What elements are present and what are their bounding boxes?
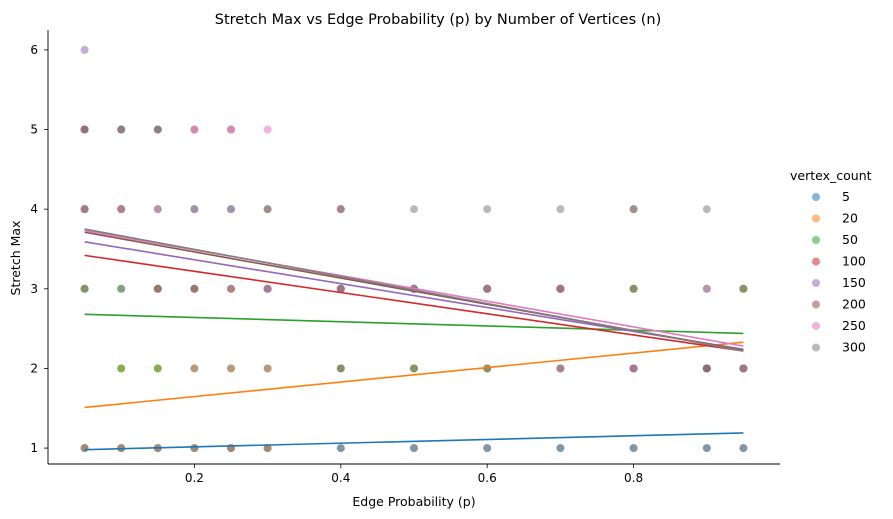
y-tick-label: 2 [30, 361, 38, 375]
data-point-300 [629, 444, 638, 453]
x-tick-label: 0.4 [331, 471, 350, 485]
data-point-300 [629, 364, 638, 373]
data-point-50 [153, 364, 162, 373]
data-point-300 [556, 444, 565, 453]
data-point-300 [702, 205, 711, 214]
data-point-300 [153, 125, 162, 134]
y-tick-label: 6 [30, 43, 38, 57]
data-point-300 [80, 125, 89, 134]
legend: vertex_count 5 20 50 100 150 200 250 300 [790, 168, 872, 355]
y-axis-label: Stretch Max [8, 221, 23, 296]
y-tick-label: 3 [30, 282, 38, 296]
data-point-50 [117, 364, 126, 373]
data-point-250 [227, 125, 235, 134]
data-point-300 [739, 364, 748, 373]
data-point-300 [263, 284, 272, 293]
trend-line-20 [84, 341, 744, 409]
legend-label-20: 20 [842, 211, 858, 226]
data-point-300 [556, 205, 565, 214]
legend-marker-50 [812, 236, 820, 244]
data-point-300 [556, 364, 565, 373]
legend-marker-150 [812, 279, 820, 287]
x-axis-label: Edge Probability (p) [352, 494, 475, 509]
data-point-300 [410, 364, 418, 373]
legend-label-50: 50 [842, 232, 858, 247]
data-point-300 [80, 444, 89, 453]
data-point-300 [80, 205, 89, 214]
trend-lines [84, 228, 744, 451]
trend-line-50 [84, 313, 744, 335]
data-point-300 [629, 284, 638, 293]
legend-label-250: 250 [842, 318, 866, 333]
legend-label-5: 5 [842, 189, 850, 204]
legend-marker-300 [812, 343, 820, 352]
data-point-300 [739, 284, 748, 293]
legend-marker-20 [812, 214, 820, 223]
data-point-300 [263, 364, 272, 373]
trend-line-100 [84, 254, 744, 352]
data-point-300 [336, 364, 345, 373]
legend-marker-250 [812, 322, 820, 330]
data-point-250 [263, 125, 272, 134]
legend-marker-100 [812, 257, 820, 266]
data-point-300 [702, 284, 711, 293]
data-point-300 [702, 364, 711, 373]
data-point-300 [117, 205, 126, 214]
y-tick-label: 1 [30, 441, 38, 455]
legend-label-200: 200 [842, 297, 866, 312]
data-point-300 [190, 444, 199, 453]
legend-title: vertex_count [790, 168, 872, 183]
x-tick-label: 0.2 [185, 471, 204, 485]
data-point-300 [80, 284, 89, 293]
y-axis-ticks: 1 2 3 4 5 6 [30, 43, 48, 455]
x-tick-label: 0.6 [478, 471, 497, 485]
y-tick-label: 4 [30, 202, 38, 216]
x-tick-label: 0.8 [624, 471, 643, 485]
data-point-300 [483, 444, 492, 453]
data-point-300 [263, 205, 272, 214]
data-point-300 [483, 284, 492, 293]
data-point-300 [190, 284, 199, 293]
data-point-150 [80, 45, 89, 54]
data-point-300 [410, 444, 418, 453]
y-tick-label: 5 [30, 123, 38, 137]
data-point-300 [483, 364, 492, 373]
trend-line-5 [84, 432, 744, 451]
legend-label-100: 100 [842, 254, 866, 269]
trend-line-300 [84, 228, 744, 352]
legend-label-150: 150 [842, 275, 866, 290]
data-point-300 [702, 444, 711, 453]
data-point-300 [483, 205, 492, 214]
data-point-300 [263, 444, 272, 453]
data-point-300 [117, 125, 126, 134]
data-points [80, 45, 748, 453]
x-axis-ticks: 0.2 0.4 0.6 0.8 [185, 464, 643, 485]
data-point-300 [190, 205, 199, 214]
data-point-300 [336, 444, 345, 453]
data-point-250 [190, 125, 199, 134]
data-point-300 [227, 284, 235, 293]
data-point-300 [227, 205, 235, 214]
data-point-300 [190, 364, 199, 373]
legend-marker-200 [812, 300, 820, 309]
legend-marker-5 [812, 193, 820, 201]
data-point-300 [336, 205, 345, 214]
data-point-300 [556, 284, 565, 293]
legend-label-300: 300 [842, 340, 866, 355]
chart-title: Stretch Max vs Edge Probability (p) by N… [215, 12, 662, 28]
data-point-300 [227, 364, 235, 373]
data-point-300 [739, 444, 748, 453]
data-point-300 [153, 284, 162, 293]
data-point-300 [153, 205, 162, 214]
data-point-300 [336, 284, 345, 293]
data-point-300 [629, 205, 638, 214]
data-point-300 [117, 284, 126, 293]
data-point-300 [410, 205, 418, 214]
